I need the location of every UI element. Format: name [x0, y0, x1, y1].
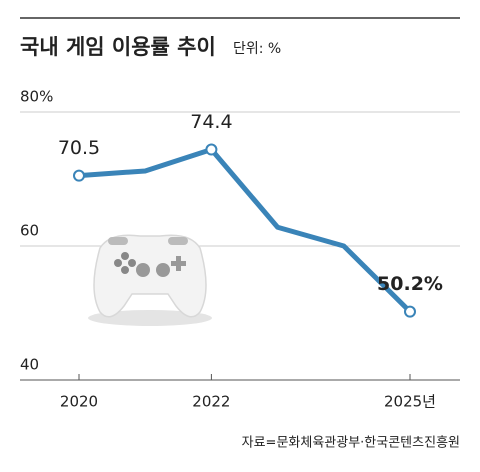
- point-marker: [404, 305, 416, 318]
- y-tick-label: 80%: [20, 88, 53, 106]
- data-label: 70.5: [58, 137, 100, 159]
- x-tick-label: 2022: [192, 393, 230, 411]
- x-tick-label: 2020: [60, 393, 98, 411]
- chart-title: 국내 게임 이용률 추이: [20, 35, 216, 59]
- data-label: 50.2%: [377, 273, 443, 295]
- chart-subtitle: 단위: %: [233, 41, 281, 57]
- controller-illustration: [88, 234, 212, 326]
- point-marker: [205, 143, 218, 156]
- source: 자료=문화체육관광부·한국콘텐츠진흥원: [242, 436, 460, 451]
- data-label: 74.4: [190, 111, 232, 133]
- x-tick-label: 2025년: [384, 393, 436, 411]
- y-tick-label: 60: [20, 222, 39, 240]
- y-tick-label: 40: [20, 356, 39, 374]
- series-line: [78, 147, 412, 314]
- point-marker: [73, 169, 85, 182]
